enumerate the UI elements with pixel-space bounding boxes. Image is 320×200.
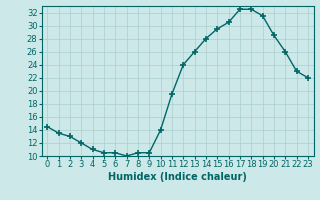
X-axis label: Humidex (Indice chaleur): Humidex (Indice chaleur) — [108, 172, 247, 182]
